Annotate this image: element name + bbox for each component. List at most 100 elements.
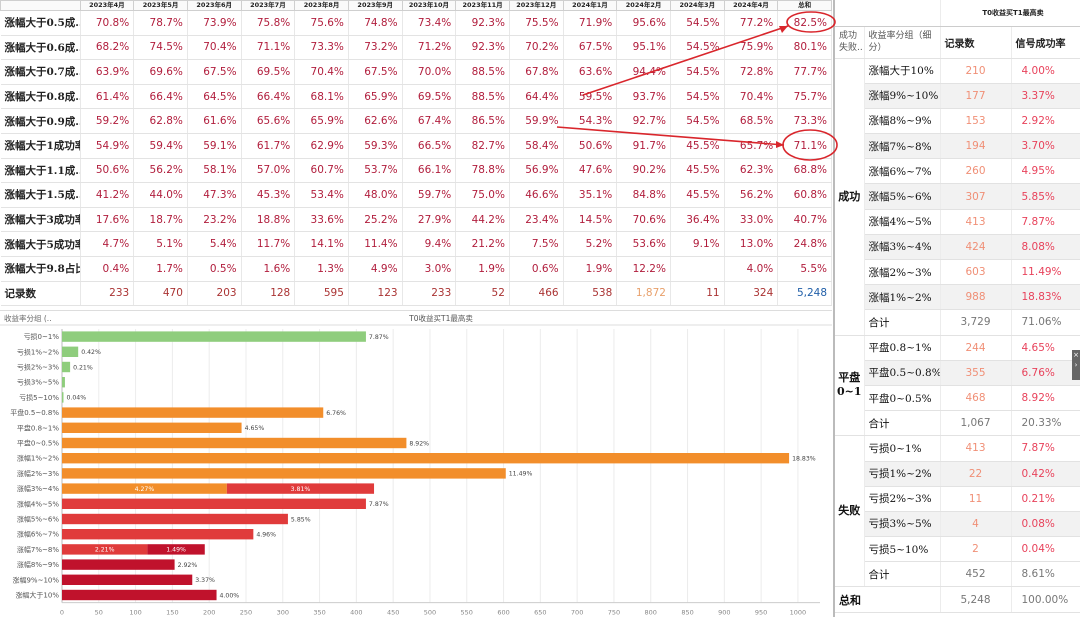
table-cell: 73.3%: [777, 108, 832, 134]
table-cell: 11: [670, 281, 725, 306]
table-cell: 5,248: [777, 281, 832, 306]
row-label[interactable]: 涨幅大于3成功率: [0, 207, 81, 233]
month-header[interactable]: 2023年7月: [240, 0, 296, 11]
month-header[interactable]: 2023年11月: [455, 0, 510, 11]
group-label[interactable]: 平盘 0~1: [835, 335, 865, 437]
subgroup-label[interactable]: 涨幅2%~3%: [864, 259, 941, 286]
subgroup-label[interactable]: 涨幅4%~5%: [864, 209, 941, 235]
month-header-row: 2023年4月 2023年5月 2023年6月 2023年7月 2023年8月 2023年…: [0, 0, 832, 11]
group-row: 涨幅5%~6% 307 5.85%: [835, 183, 1080, 210]
subgroup-label[interactable]: 亏损3%~5%: [864, 511, 941, 538]
success-rate: 8.61%: [1011, 561, 1080, 588]
row-label[interactable]: 涨幅大于0.7成..: [0, 59, 81, 85]
bar: [62, 422, 242, 433]
table-cell: 75.8%: [241, 10, 296, 36]
row-label[interactable]: 涨幅大于0.5成..: [0, 10, 81, 36]
table-cell: 62.6%: [348, 108, 403, 134]
month-header[interactable]: 总和: [777, 0, 832, 11]
subgroup-label[interactable]: 亏损5~10%: [864, 536, 941, 563]
month-header[interactable]: 2024年2月: [616, 0, 671, 11]
record-count-header[interactable]: 记录数: [940, 26, 1012, 59]
subgroup-label[interactable]: 涨幅大于10%: [864, 58, 941, 84]
month-header[interactable]: 2023年12月: [508, 0, 564, 11]
subgroup-label[interactable]: 合计: [864, 561, 941, 588]
subgroup-label[interactable]: 涨幅1%~2%: [864, 284, 941, 311]
collapse-handle[interactable]: × ›: [1072, 350, 1080, 380]
row-label[interactable]: 涨幅大于5成功率: [0, 231, 81, 257]
table-cell: 77.7%: [777, 59, 832, 85]
subgroup-label[interactable]: 平盘0~0.5%: [864, 385, 941, 412]
subgroup-label[interactable]: 涨幅7%~8%: [864, 133, 941, 160]
table-cell: [670, 256, 725, 282]
row-label[interactable]: 涨幅大于0.6成..: [0, 35, 81, 61]
subgroup-label[interactable]: 亏损2%~3%: [864, 486, 941, 512]
category-label: 亏损1%~2%: [17, 347, 59, 356]
row-label[interactable]: 涨幅大于9.8占比: [0, 256, 81, 282]
record-count: 153: [940, 108, 1012, 135]
subgroup-label[interactable]: 平盘0.8~1%: [864, 335, 941, 361]
table-cell: 14.5%: [563, 207, 618, 233]
success-fail-header[interactable]: 成功 失败..: [835, 26, 865, 59]
subgroup-label[interactable]: 平盘0.5~0.8%: [864, 360, 941, 386]
success-rate: 7.87%: [1011, 435, 1080, 462]
month-header[interactable]: 2023年8月: [294, 0, 349, 11]
table-cell: 94.4%: [616, 59, 671, 85]
subgroup-label[interactable]: 涨幅8%~9%: [864, 108, 941, 135]
subgroup-label[interactable]: 合计: [864, 410, 941, 437]
bar: [62, 346, 79, 357]
table-cell: 75.5%: [509, 10, 564, 36]
x-tick-label: 600: [497, 609, 509, 617]
subgroup-label[interactable]: 涨幅6%~7%: [864, 158, 941, 185]
table-cell: 70.4%: [724, 84, 779, 110]
row-label[interactable]: 涨幅大于1.5成..: [0, 182, 81, 208]
success-rate: 2.92%: [1011, 108, 1080, 135]
table-cell: 25.2%: [348, 207, 403, 233]
bar: [62, 361, 71, 373]
table-cell: 21.2%: [455, 231, 510, 257]
month-header[interactable]: 2023年10月: [401, 0, 457, 11]
row-label[interactable]: 涨幅大于0.8成..: [0, 84, 81, 110]
record-count: 177: [940, 83, 1012, 109]
subgroup-label[interactable]: 亏损0~1%: [864, 435, 941, 462]
data-label: 0.42%: [81, 349, 101, 356]
table-cell: 50.6%: [80, 158, 135, 184]
month-header[interactable]: 2024年4月: [723, 0, 779, 11]
signal-success-rate-header[interactable]: 信号成功率: [1011, 26, 1080, 59]
subgroup-label[interactable]: 合计: [864, 309, 941, 336]
month-header[interactable]: 2023年6月: [186, 0, 242, 11]
grand-total-row: 总和 5,248 100.00%: [835, 586, 1080, 614]
subgroup-label[interactable]: 涨幅5%~6%: [864, 183, 941, 210]
table-cell: 324: [724, 281, 779, 306]
subgroup-label[interactable]: 涨幅3%~4%: [864, 234, 941, 261]
data-label: 1.49%: [166, 547, 186, 554]
row-label[interactable]: 涨幅大于1.1成..: [0, 158, 81, 184]
month-header[interactable]: 2023年9月: [347, 0, 403, 11]
group-label[interactable]: 成功: [835, 58, 865, 336]
row-label[interactable]: 记录数: [0, 281, 81, 306]
return-group-header[interactable]: 收益率分组（细分）: [864, 26, 941, 59]
month-header[interactable]: 2023年5月: [133, 0, 188, 11]
month-header[interactable]: 2023年4月: [79, 0, 135, 11]
success-rate: 11.49%: [1011, 259, 1080, 286]
table-cell: 41.2%: [80, 182, 135, 208]
category-label: 涨幅3%~4%: [17, 484, 59, 493]
x-tick-label: 800: [645, 609, 657, 617]
group-label[interactable]: 失败: [835, 435, 865, 588]
table-cell: 4.7%: [80, 231, 135, 257]
month-header[interactable]: 2024年1月: [562, 0, 618, 11]
table-cell: 5.1%: [133, 231, 188, 257]
month-header[interactable]: 2024年3月: [669, 0, 725, 11]
chart-header-label[interactable]: 收益率分组 (..: [4, 313, 52, 323]
row-label[interactable]: 涨幅大于1成功率: [0, 133, 81, 159]
bar: [226, 483, 375, 494]
record-count: 210: [940, 58, 1012, 84]
subgroup-label[interactable]: 涨幅9%~10%: [864, 83, 941, 109]
table-cell: 23.4%: [509, 207, 564, 233]
table-cell: 56.2%: [724, 182, 779, 208]
subgroup-label[interactable]: 亏损1%~2%: [864, 461, 941, 487]
row-label[interactable]: 涨幅大于0.9成..: [0, 108, 81, 134]
x-tick-label: 200: [203, 609, 215, 617]
success-rate: 4.65%: [1011, 335, 1080, 361]
group-row: 涨幅1%~2% 988 18.83%: [835, 284, 1080, 311]
bar: [62, 513, 288, 525]
